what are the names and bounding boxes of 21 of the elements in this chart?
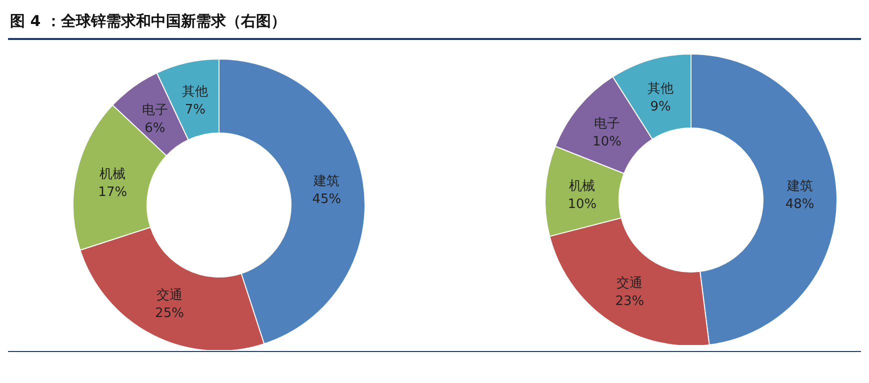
data-label: 7% [184, 102, 206, 118]
slice-label: 电子 [594, 116, 620, 132]
data-label: 17% [98, 185, 128, 200]
data-label: 10% [568, 197, 597, 212]
data-label: 48% [785, 197, 814, 212]
data-label: 10% [592, 134, 622, 150]
data-label: 6% [144, 120, 166, 136]
data-label: 25% [155, 306, 184, 322]
slice-label: 建筑 [312, 174, 340, 189]
chart-title: 图 4 ：全球锌需求和中国新需求（右图） [10, 12, 286, 31]
slice-label: 交通 [156, 287, 183, 304]
data-label: 45% [312, 192, 342, 207]
slice-label: 其他 [648, 81, 674, 96]
slice-label: 电子 [142, 102, 168, 118]
slice-label: 其他 [182, 84, 208, 100]
slice-label: 机械 [100, 167, 126, 182]
slice-label: 机械 [569, 179, 596, 194]
data-label: 9% [650, 99, 671, 114]
data-label: 23% [615, 294, 644, 310]
slice-label: 建筑 [786, 179, 813, 194]
slice-label: 交通 [616, 275, 643, 292]
